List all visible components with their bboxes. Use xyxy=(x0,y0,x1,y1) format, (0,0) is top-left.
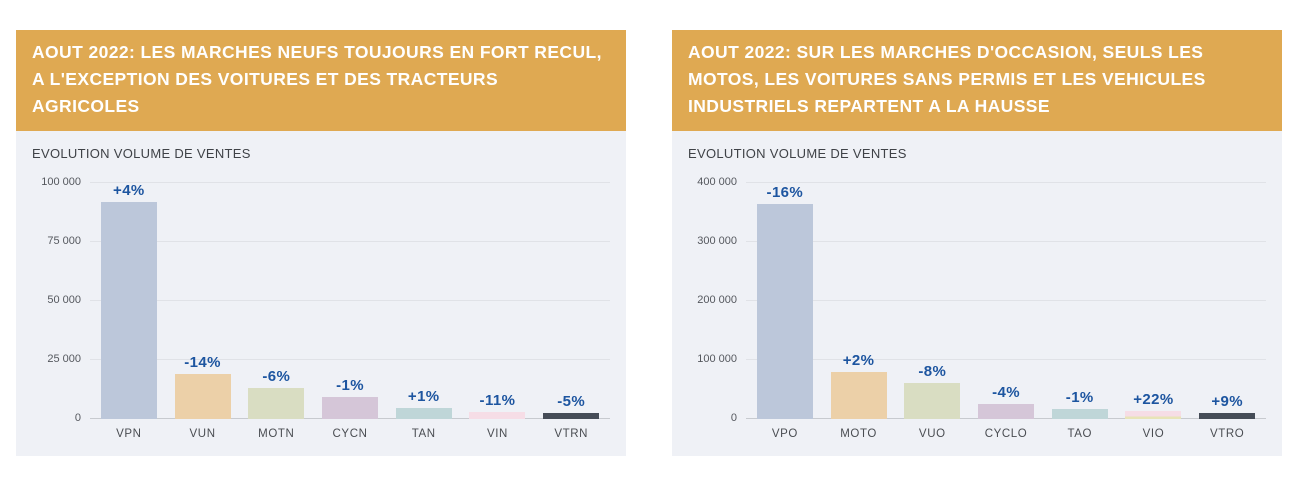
used-vehicles-card-title: AOUT 2022: SUR LES MARCHES D'OCCASION, S… xyxy=(672,30,1282,131)
y-axis-tick-label: 0 xyxy=(74,412,81,424)
bar-column: +22% xyxy=(1117,391,1191,419)
new-vehicles-bar-chart: 0 25 000 50 000 75 000 100 000 +4% -14% -6% -1% +… xyxy=(32,176,610,440)
bar-percent-label: +1% xyxy=(407,387,440,405)
x-axis-category-label: VUO xyxy=(918,428,946,440)
x-axis-category-label: MOTN xyxy=(258,428,295,440)
bar-motn xyxy=(248,388,305,419)
x-axis-category-label: VUN xyxy=(189,428,216,440)
bar-percent-label: +9% xyxy=(1211,393,1243,411)
y-axis-tick-label: 200 000 xyxy=(697,294,737,306)
y-axis-tick-label: 300 000 xyxy=(697,235,737,247)
bar-cyclo xyxy=(978,404,1035,419)
gridline xyxy=(90,241,610,242)
bar-percent-label: -1% xyxy=(1065,388,1094,406)
bar-column: -14% xyxy=(166,354,240,419)
gridline xyxy=(746,241,1266,242)
bar-column: -6% xyxy=(239,368,313,419)
bars-row: -16% +2% -8% -4% -1% +22% +9% xyxy=(746,184,1266,419)
y-axis-tick-label: 25 000 xyxy=(47,353,81,365)
x-axis-category-label: VPO xyxy=(771,428,798,440)
x-axis-category-label: CYCLO xyxy=(984,428,1028,440)
y-axis-tick-label: 100 000 xyxy=(697,353,737,365)
bar-vuo xyxy=(904,383,961,419)
bar-column: +2% xyxy=(822,352,896,419)
dashboard-page: AOUT 2022: LES MARCHES NEUFS TOUJOURS EN… xyxy=(16,30,1282,456)
plot-area: 0 100 000 200 000 300 000 400 000 -16% +2% -8% -… xyxy=(697,176,1266,424)
bar-vtrn xyxy=(543,413,600,419)
x-axis-category-label: TAN xyxy=(411,428,436,440)
x-axis-category-label: VTRO xyxy=(1209,428,1245,440)
y-axis-tick-label: 0 xyxy=(730,412,737,424)
bar-vun xyxy=(174,374,231,419)
x-axis-labels-row: VPN VUN MOTN CYCN TAN VIN VTRN xyxy=(90,428,610,440)
x-axis-category-label: VIO xyxy=(1142,428,1165,440)
bar-vtro xyxy=(1199,413,1256,419)
gridline xyxy=(90,182,610,183)
y-axis-tick-label: 400 000 xyxy=(697,176,737,188)
gridline xyxy=(746,359,1266,360)
bar-column: -1% xyxy=(313,377,387,419)
bar-percent-label: -4% xyxy=(992,384,1020,402)
x-axis-category-label: VIN xyxy=(486,428,508,440)
bar-tan xyxy=(395,407,452,419)
bar-column: +1% xyxy=(387,388,461,419)
bar-percent-label: -8% xyxy=(918,363,947,381)
bar-vin xyxy=(469,411,526,419)
x-axis-category-label: MOTO xyxy=(840,428,877,440)
bar-percent-label: -14% xyxy=(184,354,221,372)
x-axis-category-label: VPN xyxy=(116,428,142,440)
new-vehicles-card-title: AOUT 2022: LES MARCHES NEUFS TOUJOURS EN… xyxy=(16,30,626,131)
bar-moto xyxy=(830,372,887,419)
bar-column: -8% xyxy=(895,363,969,419)
x-axis-category-label: TAO xyxy=(1067,428,1093,440)
bar-column: +4% xyxy=(92,182,166,419)
plot-area: 0 25 000 50 000 75 000 100 000 +4% -14% -6% -1% +… xyxy=(41,176,610,424)
bar-column: -5% xyxy=(534,393,608,419)
bar-percent-label: +2% xyxy=(842,352,875,370)
y-axis-tick-label: 100 000 xyxy=(41,176,81,188)
used-vehicles-market-card: AOUT 2022: SUR LES MARCHES D'OCCASION, S… xyxy=(672,30,1282,456)
bar-column: -1% xyxy=(1043,389,1117,419)
x-axis-category-label: CYCN xyxy=(332,428,368,440)
new-vehicles-market-card: AOUT 2022: LES MARCHES NEUFS TOUJOURS EN… xyxy=(16,30,626,456)
bar-column: -11% xyxy=(461,392,535,419)
bar-column: -4% xyxy=(969,384,1043,419)
bar-percent-label: +4% xyxy=(113,181,145,199)
used-vehicles-bar-chart: 0 100 000 200 000 300 000 400 000 -16% +2% -8% -… xyxy=(688,176,1266,440)
bar-tao xyxy=(1051,408,1108,419)
bar-percent-label: +22% xyxy=(1133,391,1174,409)
y-axis-tick-label: 50 000 xyxy=(47,294,81,306)
bars-row: +4% -14% -6% -1% +1% -11% -5% xyxy=(90,182,610,419)
x-axis-labels-row: VPO MOTO VUO CYCLO TAO VIO VTRO xyxy=(746,428,1266,440)
bar-column: +9% xyxy=(1190,393,1264,419)
bar-percent-label: -6% xyxy=(262,368,291,386)
bar-vpo xyxy=(756,203,813,419)
x-axis-category-label: VTRN xyxy=(554,428,589,440)
bar-vpn xyxy=(100,201,157,419)
y-axis-tick-label: 75 000 xyxy=(47,235,81,247)
bar-percent-label: -16% xyxy=(766,183,804,201)
gridline xyxy=(90,300,610,301)
new-vehicles-chart-subtitle: EVOLUTION VOLUME DE VENTES xyxy=(32,146,251,161)
bar-column: -16% xyxy=(748,184,822,419)
bar-percent-label: -1% xyxy=(336,376,364,394)
used-vehicles-chart-subtitle: EVOLUTION VOLUME DE VENTES xyxy=(688,146,907,161)
bar-percent-label: -5% xyxy=(557,393,586,411)
gridline xyxy=(90,359,610,360)
bar-percent-label: -11% xyxy=(479,391,516,409)
gridline xyxy=(746,300,1266,301)
gridline xyxy=(746,182,1266,183)
bar-vio xyxy=(1125,411,1182,419)
bar-cycn xyxy=(322,396,379,419)
